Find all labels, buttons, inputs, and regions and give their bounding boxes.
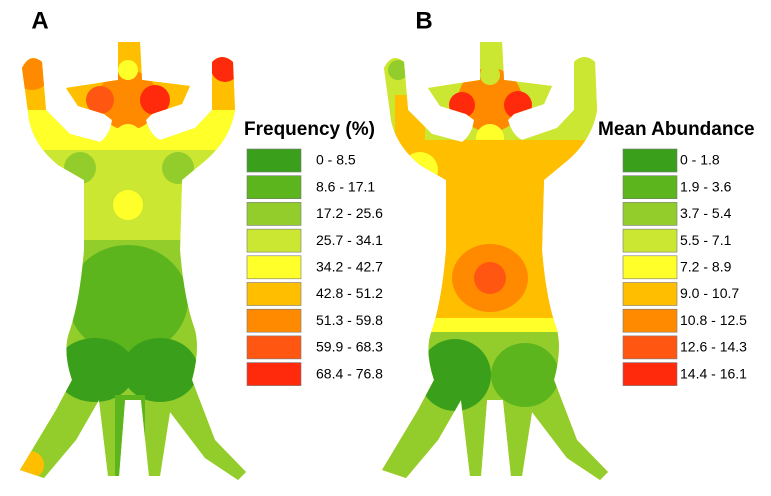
legend-swatch (623, 336, 677, 359)
legend-swatch (247, 336, 301, 359)
legend-label: 42.8 - 51.2 (316, 285, 383, 301)
legend-label: 8.6 - 17.1 (316, 178, 375, 194)
legend-swatch (623, 363, 677, 386)
legend-swatch (247, 363, 301, 386)
legend-swatch (247, 229, 301, 252)
legend-label: 9.0 - 10.7 (680, 285, 739, 301)
legend-label: 68.4 - 76.8 (316, 365, 383, 381)
legend-swatch (247, 309, 301, 332)
figure: A Frequency (%) 0 - 8.5 8.6 - 17.1 17.2 - 25… (0, 0, 771, 491)
legend-label: 14.4 - 16.1 (680, 365, 747, 381)
legend-label: 3.7 - 5.4 (680, 205, 732, 221)
legend-swatch (247, 176, 301, 199)
legend-label: 7.2 - 8.9 (680, 259, 732, 275)
legend-label: 0 - 8.5 (316, 152, 356, 168)
legend-swatch (623, 149, 677, 172)
legend-label: 59.9 - 68.3 (316, 339, 383, 355)
legend-label: 34.2 - 42.7 (316, 259, 383, 275)
legend-label: 12.6 - 14.3 (680, 339, 747, 355)
panel-label: B (415, 7, 432, 34)
body-map-b (362, 0, 622, 491)
legend-label: 25.7 - 34.1 (316, 232, 383, 248)
panel-label: A (31, 7, 48, 34)
legend-swatch (247, 202, 301, 225)
legend-swatch (623, 229, 677, 252)
legend-swatch (247, 283, 301, 306)
legend-label: 0 - 1.8 (680, 152, 720, 168)
legend-swatch (623, 283, 677, 306)
body-map-a (0, 0, 260, 491)
legend-title: Frequency (%) (244, 119, 375, 140)
legend-label: 1.9 - 3.6 (680, 178, 732, 194)
legend-title: Mean Abundance (598, 119, 755, 140)
legend-label: 17.2 - 25.6 (316, 205, 383, 221)
legend-swatch (623, 202, 677, 225)
legend-label: 10.8 - 12.5 (680, 312, 747, 328)
legend-swatch (623, 176, 677, 199)
legend-swatch (623, 309, 677, 332)
legend-swatch (247, 149, 301, 172)
legend-swatch (247, 256, 301, 279)
legend-swatch (623, 256, 677, 279)
legend-label: 5.5 - 7.1 (680, 232, 732, 248)
legend-label: 51.3 - 59.8 (316, 312, 383, 328)
